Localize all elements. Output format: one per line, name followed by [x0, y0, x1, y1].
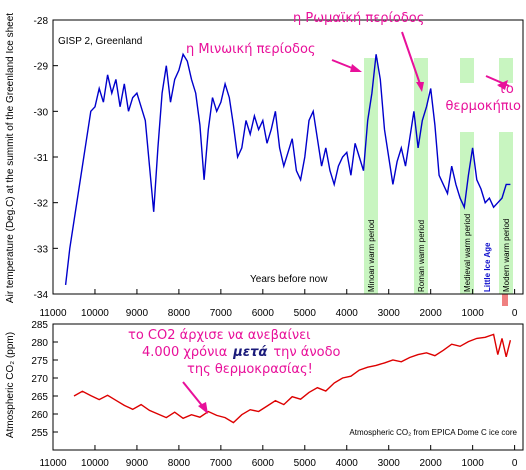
co2-x-tick-label: 5000 — [294, 458, 317, 469]
temperature-series-line — [64, 52, 511, 285]
modern-band-top — [499, 58, 513, 83]
medieval-period-label: Medieval warm period — [463, 214, 472, 292]
co2-x-tick-label: 9000 — [126, 458, 149, 469]
temperature-x-tick-label: 6000 — [252, 308, 275, 319]
roman-callout-arrow — [401, 31, 421, 85]
temperature-x-tick-label: 11000 — [39, 308, 67, 319]
little-ice-age-label: Little Ice Age — [483, 242, 492, 292]
temperature-y-tick-label: -32 — [34, 199, 49, 210]
greenhouse-arrow-head — [497, 80, 508, 90]
co2-callout: το CO2 άρχισε να ανεβαίνει 4.000 χρόνια μ… — [128, 328, 345, 377]
temperature-y-ticks: -34 -33 -32 -31 -30 -29 -28 — [34, 16, 58, 301]
roman-callout: η Ρωμαϊκή περίοδος — [293, 11, 424, 26]
temperature-x-tick-label: 3000 — [378, 308, 401, 319]
temperature-x-tick-label: 8000 — [168, 308, 191, 319]
co2-y-ticks: 255 260 265 270 275 280 285 — [31, 320, 58, 439]
co2-x-tick-label: 1000 — [462, 458, 485, 469]
temperature-x-tick-label: 7000 — [210, 308, 233, 319]
modern-red-marker — [502, 294, 508, 306]
minoan-callout: η Μινωική περίοδος — [186, 42, 316, 57]
co2-arrow-head — [198, 402, 208, 414]
roman-band — [414, 58, 428, 294]
co2-x-tick-label: 2000 — [420, 458, 443, 469]
co2-y-tick-label: 270 — [31, 374, 48, 385]
co2-chart-title: Atmospheric CO₂ from EPICA Dome C ice co… — [349, 428, 517, 437]
medieval-band-bottom — [460, 132, 474, 294]
co2-y-tick-label: 265 — [31, 392, 48, 403]
temperature-y-tick-label: -28 — [34, 16, 49, 27]
co2-x-tick-label: 7000 — [210, 458, 233, 469]
temperature-x-tick-label: 2000 — [420, 308, 443, 319]
temperature-x-tick-label: 5000 — [294, 308, 317, 319]
temperature-x-tick-label: 0 — [512, 308, 518, 319]
co2-callout-arrow — [182, 381, 205, 409]
co2-y-tick-label: 275 — [31, 356, 48, 367]
temperature-x-tick-label: 9000 — [126, 308, 149, 319]
co2-y-tick-label: 285 — [31, 320, 48, 331]
temperature-x-tick-label: 10000 — [81, 308, 109, 319]
co2-x-tick-label: 10000 — [81, 458, 109, 469]
co2-x-tick-label: 6000 — [252, 458, 275, 469]
minoan-arrow-head — [350, 64, 362, 72]
temperature-chart-title: GISP 2, Greenland — [58, 36, 142, 47]
co2-series-line — [73, 333, 512, 424]
co2-x-tick-label: 3000 — [378, 458, 401, 469]
temperature-x-tick-label: 1000 — [462, 308, 485, 319]
roman-period-label: Roman warm period — [417, 220, 426, 292]
temperature-y-tick-label: -33 — [34, 244, 49, 255]
minoan-period-label: Minoan warm period — [367, 220, 376, 292]
co2-x-tick-label: 11000 — [39, 458, 67, 469]
co2-x-tick-label: 0 — [512, 458, 518, 469]
medieval-band-top — [460, 58, 474, 83]
minoan-band — [364, 58, 378, 294]
temperature-x-tick-label: 4000 — [336, 308, 359, 319]
temperature-y-tick-label: -31 — [34, 153, 49, 164]
temperature-x-axis-label: Years before now — [250, 274, 328, 285]
temperature-y-tick-label: -30 — [34, 107, 49, 118]
co2-y-tick-label: 260 — [31, 410, 48, 421]
co2-plot-frame — [52, 323, 524, 451]
greenhouse-callout: το θερμοκήπιο — [445, 82, 521, 114]
temperature-y-tick-label: -34 — [34, 290, 49, 301]
modern-band-bottom — [499, 132, 513, 294]
temperature-plot-frame — [52, 19, 524, 295]
co2-x-tick-label: 4000 — [336, 458, 359, 469]
roman-arrow-head — [416, 82, 424, 92]
temperature-y-axis-label: Air temperature (Deg.C) at the summit of… — [5, 13, 16, 303]
co2-y-axis-label: Atmospheric CO₂ (ppm) — [5, 332, 16, 438]
co2-y-tick-label: 255 — [31, 428, 48, 439]
period-bands — [364, 58, 513, 306]
co2-y-tick-label: 280 — [31, 338, 48, 349]
temperature-x-ticks: 11000 10000 9000 8000 7000 6000 5000 4000 3000 20… — [39, 289, 518, 319]
co2-x-ticks: 11000 10000 9000 8000 7000 6000 5000 4000 3000 20… — [39, 445, 518, 469]
temperature-y-tick-label: -29 — [34, 62, 49, 73]
co2-x-tick-label: 8000 — [168, 458, 191, 469]
modern-period-label: Modern warm period — [502, 219, 511, 292]
